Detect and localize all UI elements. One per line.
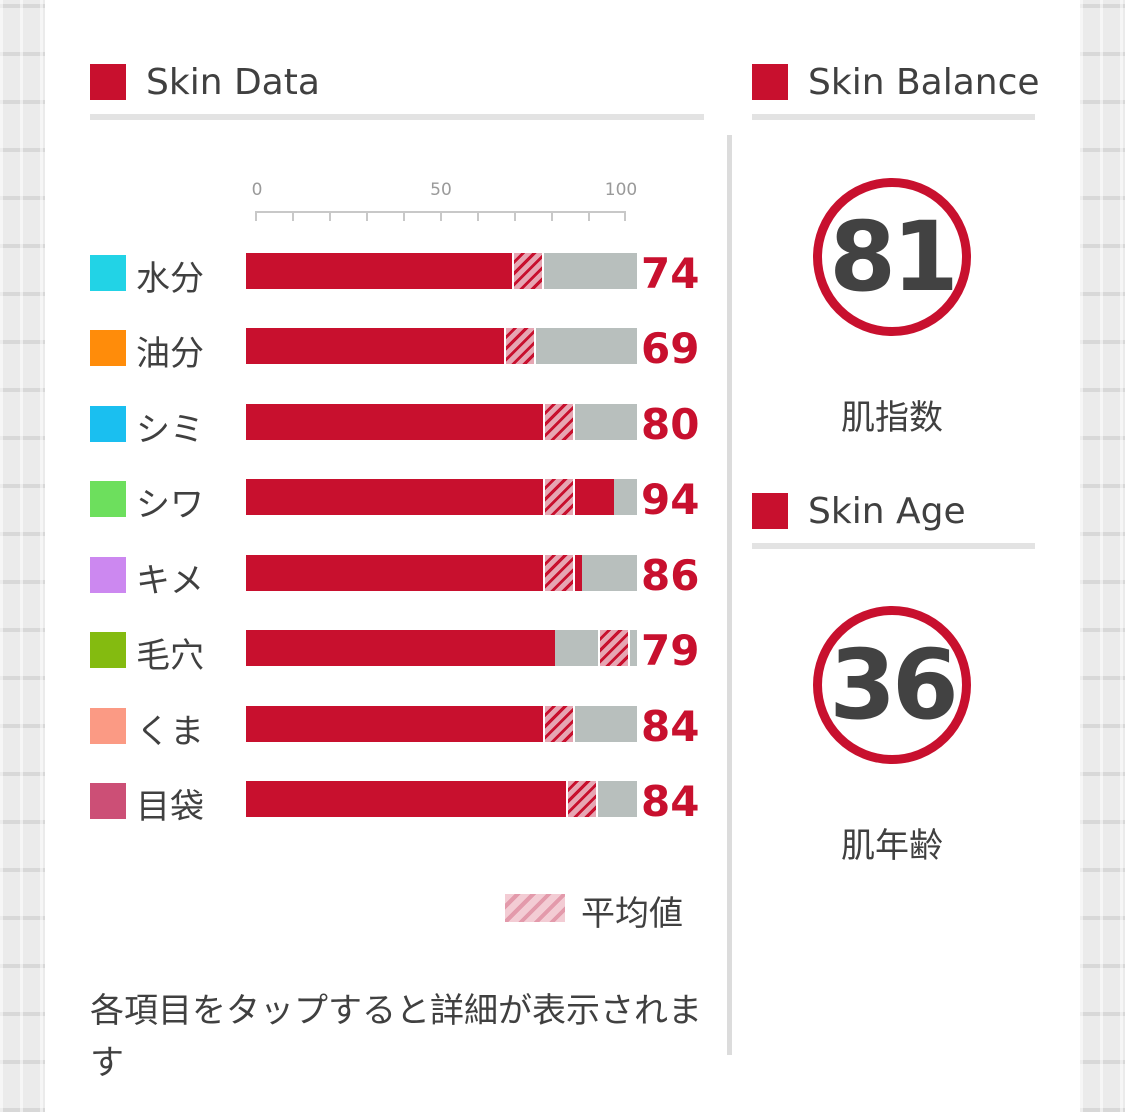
item-color-swatch: [90, 406, 126, 442]
score-bar-fill: [246, 404, 559, 440]
average-marker: [543, 706, 575, 742]
item-color-swatch: [90, 708, 126, 744]
item-label: 水分: [136, 259, 204, 299]
skin-age-header: Skin Age: [752, 491, 1042, 533]
score-scale: 0 50 100: [251, 180, 638, 221]
item-score: 84: [641, 777, 700, 826]
item-color-swatch: [90, 783, 126, 819]
skin-balance-title: Skin Balance: [808, 62, 1040, 103]
column-divider: [727, 135, 732, 1055]
skin-item-row[interactable]: 毛穴 79: [90, 626, 710, 676]
scale-label-0: 0: [251, 180, 263, 200]
item-label: シワ: [136, 485, 204, 525]
score-bar-fill: [246, 555, 582, 591]
skin-item-row[interactable]: シワ 94: [90, 475, 710, 525]
skin-age-marker: [752, 493, 788, 529]
score-bar: [246, 555, 637, 591]
tap-hint-text: 各項目をタップすると詳細が表示されます: [90, 991, 702, 1083]
score-bar: [246, 328, 637, 364]
skin-data-title: Skin Data: [146, 62, 320, 103]
average-marker: [543, 555, 575, 591]
skin-item-row[interactable]: 目袋 84: [90, 777, 710, 827]
scale-tick: [551, 211, 553, 221]
item-color-swatch: [90, 330, 126, 366]
item-color-swatch: [90, 481, 126, 517]
average-marker: [504, 328, 536, 364]
average-marker: [598, 630, 630, 666]
item-color-swatch: [90, 557, 126, 593]
score-bar: [246, 253, 637, 289]
item-color-swatch: [90, 632, 126, 668]
skin-data-rule: [90, 114, 704, 120]
skin-balance-ring: 81: [813, 178, 971, 336]
item-score: 74: [641, 249, 700, 298]
skin-age-caption: 肌年齢: [841, 826, 943, 866]
skin-balance-caption: 肌指数: [841, 398, 943, 438]
main-panel: Skin Data Skin Balance 0 50 100 水分 74: [45, 0, 1080, 1112]
score-bar-fill: [246, 328, 516, 364]
score-bar-fill: [246, 706, 574, 742]
item-label: くま: [136, 712, 204, 752]
item-color-swatch: [90, 255, 126, 291]
skin-balance-marker: [752, 64, 788, 100]
skin-data-header: Skin Data: [90, 62, 710, 104]
scale-tick: [588, 211, 590, 221]
item-score: 80: [641, 400, 700, 449]
scale-tick: [329, 211, 331, 221]
scale-label-100: 100: [604, 180, 638, 200]
skin-item-row[interactable]: シミ 80: [90, 400, 710, 450]
average-marker: [543, 404, 575, 440]
scale-tick: [440, 211, 442, 221]
score-bar: [246, 706, 637, 742]
skin-balance-value: 81: [829, 201, 959, 313]
average-marker: [566, 781, 598, 817]
item-score: 84: [641, 702, 700, 751]
scale-label-50: 50: [430, 180, 452, 200]
scale-tick: [366, 211, 368, 221]
score-bar: [246, 479, 637, 515]
scale-tick: [255, 211, 257, 221]
skin-age-title: Skin Age: [808, 491, 966, 532]
scale-tick: [292, 211, 294, 221]
average-marker: [543, 479, 575, 515]
skin-age-rule: [752, 543, 1035, 549]
item-score: 79: [641, 626, 700, 675]
item-score: 86: [641, 551, 700, 600]
score-bar-fill: [246, 253, 535, 289]
skin-item-row[interactable]: 水分 74: [90, 249, 710, 299]
average-marker: [512, 253, 544, 289]
item-label: 毛穴: [136, 636, 204, 676]
item-label: 目袋: [136, 787, 204, 827]
scale-tick: [514, 211, 516, 221]
average-legend-label: 平均値: [581, 894, 683, 934]
score-bar-fill: [246, 630, 555, 666]
skin-data-marker: [90, 64, 126, 100]
scale-tick: [403, 211, 405, 221]
item-label: 油分: [136, 334, 204, 374]
skin-age-ring: 36: [813, 606, 971, 764]
score-bar: [246, 781, 637, 817]
score-bar: [246, 630, 637, 666]
item-score: 94: [641, 475, 700, 524]
item-label: シミ: [136, 410, 204, 450]
item-label: キメ: [136, 561, 204, 601]
skin-item-row[interactable]: くま 84: [90, 702, 710, 752]
skin-balance-header: Skin Balance: [752, 62, 1042, 104]
scale-tick: [477, 211, 479, 221]
score-bar: [246, 404, 637, 440]
scale-tick: [624, 211, 626, 221]
skin-item-row[interactable]: 油分 69: [90, 324, 710, 374]
score-bar-fill: [246, 781, 574, 817]
item-score: 69: [641, 324, 700, 373]
skin-balance-rule: [752, 114, 1035, 120]
skin-age-value: 36: [829, 629, 959, 741]
skin-item-row[interactable]: キメ 86: [90, 551, 710, 601]
average-legend-swatch: [505, 894, 565, 922]
